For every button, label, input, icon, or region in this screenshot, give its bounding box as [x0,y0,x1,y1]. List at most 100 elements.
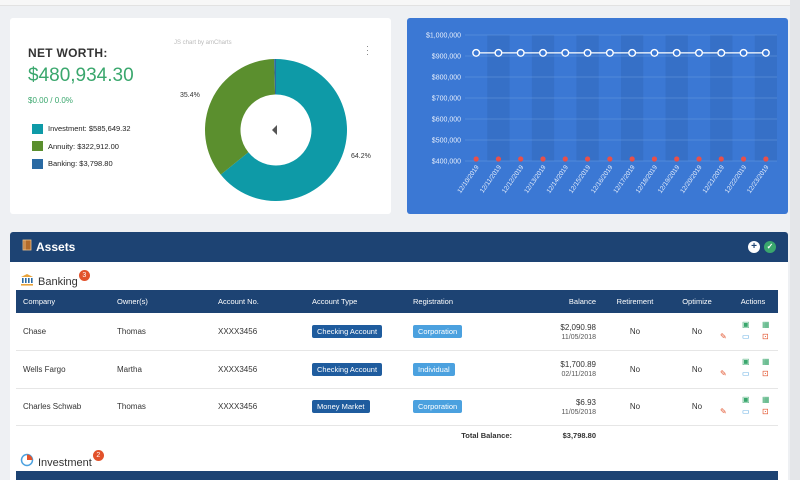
net-worth-card: NET WORTH: $480,934.30 $0.00 / 0.0% Inve… [10,18,391,214]
series-marker[interactable] [651,156,658,162]
legend-item-investment[interactable]: Investment: $585,649.32 [32,120,131,138]
row-actions: ✎ ▣ ▭ ▦ ⊡ [720,394,778,420]
card-icon[interactable]: ▭ [742,331,750,341]
col-account-type[interactable]: Account Type [312,297,358,306]
series-marker[interactable] [740,156,747,162]
col-owners[interactable]: Owner(s) [117,297,148,306]
series-marker[interactable] [674,156,680,162]
col-retirement[interactable]: Retirement [616,297,654,306]
x-tick-label: 12/15/2019 [568,164,593,195]
assets-header: Assets [10,232,788,262]
table-row[interactable]: Charles Schwab Thomas XXXX3456 Money Mar… [16,388,778,426]
y-tick-label: $800,000 [432,75,461,82]
legend-item-annuity[interactable]: Annuity: $322,912.00 [32,138,131,156]
series-marker[interactable] [562,156,568,162]
legend-swatch [32,123,43,134]
col-company[interactable]: Company [23,297,56,306]
cell-balance: $1,700.89 [560,360,596,370]
cell-company: Chase [16,313,110,351]
cell-owner: Thomas [110,388,211,426]
investment-section-header[interactable]: Investment 2 [20,450,104,472]
series-point[interactable] [516,48,525,57]
donut-slice-annuity[interactable] [205,59,276,175]
lock-icon[interactable]: ⊡ [762,406,769,416]
series-marker[interactable] [607,156,613,162]
table-row[interactable]: Chase Thomas XXXX3456 Checking Account C… [16,313,778,351]
series-marker[interactable] [696,156,702,162]
scrollbar-track[interactable] [790,0,800,480]
cell-account: XXXX3456 [211,350,305,389]
col-registration[interactable]: Registration [413,297,454,306]
series-point[interactable] [761,48,770,57]
series-marker[interactable] [584,156,591,162]
series-point[interactable] [583,48,592,57]
legend-label: Investment: [48,124,87,134]
banking-section-header[interactable]: Banking 3 [20,269,90,291]
donut-legend: Investment: $585,649.32 Annuity: $322,91… [32,120,131,173]
total-row: Total Balance: $3,798.80 [16,426,778,446]
donut-back-arrow-icon[interactable] [272,125,277,135]
money-icon[interactable]: ▣ [742,319,750,329]
col-balance[interactable]: Balance [568,297,596,306]
series-point[interactable] [538,48,547,57]
chart-menu-icon[interactable]: · · · [366,41,369,59]
table-icon[interactable]: ▦ [762,319,770,329]
cell-balance-date: 11/05/2018 [561,408,596,416]
donut-slice-banking[interactable] [274,59,276,95]
card-icon[interactable]: ▭ [742,406,750,416]
slice-label-investment: 64.2% [351,153,371,160]
col-account-no[interactable]: Account No. [218,297,259,306]
lock-icon[interactable]: ⊡ [762,331,769,341]
series-marker[interactable] [540,156,546,162]
y-tick-label: $700,000 [432,96,461,103]
series-marker[interactable] [718,156,724,162]
series-point[interactable] [561,48,570,57]
top-strip [0,0,800,6]
series-marker[interactable] [629,156,635,162]
lock-icon[interactable]: ⊡ [762,369,769,379]
series-point[interactable] [739,48,748,57]
series-marker[interactable] [763,156,769,162]
series-point[interactable] [472,48,481,57]
series-point[interactable] [494,48,503,57]
assets-title: Assets [36,240,76,254]
balance-history-card: $1,000,000 $900,000 $800,000 $700,000 $600,0… [407,18,788,214]
check-icon[interactable]: ✓ [764,241,776,253]
cell-retirement: No [604,388,666,426]
table-row[interactable]: Wells Fargo Martha XXXX3456 Checking Acc… [16,350,778,389]
series-point[interactable] [650,48,659,57]
edit-pencil-icon[interactable]: ✎ [720,331,727,341]
slice-label-annuity: 35.4% [180,92,200,99]
table-icon[interactable]: ▦ [762,394,770,404]
chart-credit[interactable]: JS chart by amCharts [174,40,232,46]
series-point[interactable] [628,48,637,57]
series-marker[interactable] [495,156,502,162]
donut-slice-investment[interactable] [220,59,347,201]
x-tick-label: 12/13/2019 [523,164,548,195]
x-tick-label: 12/22/2019 [724,164,749,195]
table-icon[interactable]: ▦ [762,357,770,367]
series-point[interactable] [695,48,704,57]
col-optimize[interactable]: Optimize [682,297,712,306]
card-icon[interactable]: ▭ [742,369,750,379]
edit-pencil-icon[interactable]: ✎ [720,406,727,416]
series-point[interactable] [717,48,726,57]
cell-owner: Martha [110,350,211,389]
total-label: Total Balance: [461,431,512,441]
series-point[interactable] [605,48,614,57]
series-marker[interactable] [473,156,479,162]
col-actions: Actions [740,297,766,306]
net-worth-donut-chart [205,59,347,201]
legend-label: Annuity: [48,141,76,151]
balance-history-chart: $1,000,000 $900,000 $800,000 $700,000 $600,0… [426,33,777,195]
cell-optimize: No [666,388,728,426]
money-icon[interactable]: ▣ [742,394,750,404]
row-actions: ✎ ▣ ▭ ▦ ⊡ [720,319,778,345]
cell-company: Wells Fargo [16,350,110,389]
money-icon[interactable]: ▣ [742,357,750,367]
series-point[interactable] [672,48,681,57]
edit-pencil-icon[interactable]: ✎ [720,369,727,379]
legend-item-banking[interactable]: Banking: $3,798.80 [32,155,131,173]
add-asset-icon[interactable]: + [748,241,760,253]
series-marker[interactable] [518,156,524,162]
